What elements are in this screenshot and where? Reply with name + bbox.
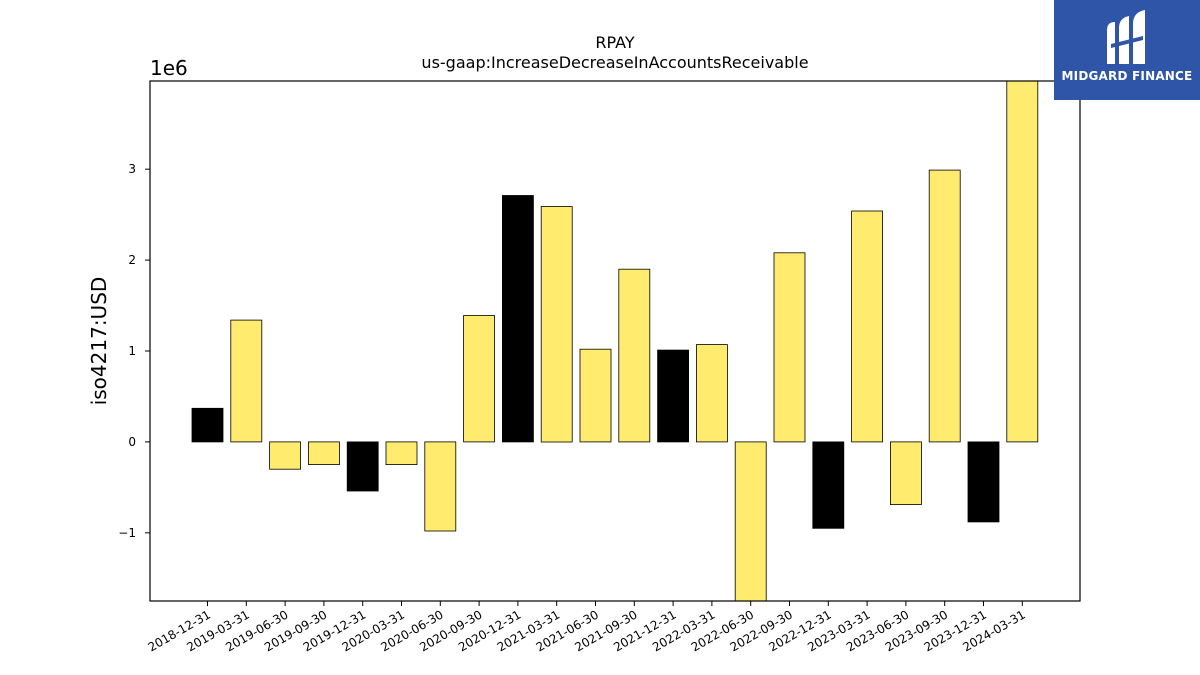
y-tick-label: 1 (128, 344, 136, 358)
bar-2019-06-30 (269, 441, 302, 470)
bar-2022-09-30 (773, 252, 806, 443)
bar-2022-06-30 (734, 441, 767, 602)
bar-2018-12-31 (191, 407, 224, 443)
bar-2019-12-31 (346, 441, 379, 492)
y-tick-label: 0 (128, 435, 136, 449)
plot-frame (149, 80, 1081, 602)
y-tick-label: −1 (118, 526, 136, 540)
chart-title: RPAY (595, 33, 634, 52)
bar-2020-03-31 (385, 441, 418, 465)
bar-2023-06-30 (890, 441, 922, 505)
bar-2020-06-30 (424, 441, 457, 532)
bar-2023-09-30 (928, 169, 961, 443)
bar-2024-03-31 (1006, 80, 1039, 443)
bar-2022-03-31 (696, 344, 728, 443)
bar-2021-06-30 (579, 348, 612, 443)
bar-2023-03-31 (851, 210, 883, 443)
y-tick-label: 2 (128, 253, 136, 267)
chart-subtitle: us-gaap:IncreaseDecreaseInAccountsReceiv… (421, 53, 808, 72)
bar-2021-12-31 (657, 349, 689, 443)
bar-2023-12-31 (967, 441, 1000, 523)
bar-2021-09-30 (618, 268, 651, 443)
y-axis-label: iso4217:USD (87, 277, 111, 406)
bar-2020-09-30 (463, 315, 496, 443)
bar-2020-12-31 (501, 195, 534, 443)
bar-2021-03-31 (540, 206, 573, 443)
brand-logo: MIDGARD FINANCE (1054, 0, 1200, 100)
bar-2019-03-31 (230, 319, 263, 443)
y-tick-label: 3 (128, 162, 136, 176)
logo-text: MIDGARD FINANCE (1061, 69, 1193, 83)
bar-2022-12-31 (812, 441, 845, 529)
y-scale-label: 1e6 (150, 56, 188, 80)
midgard-logo-icon (1107, 10, 1145, 64)
bar-2019-09-30 (307, 441, 340, 465)
